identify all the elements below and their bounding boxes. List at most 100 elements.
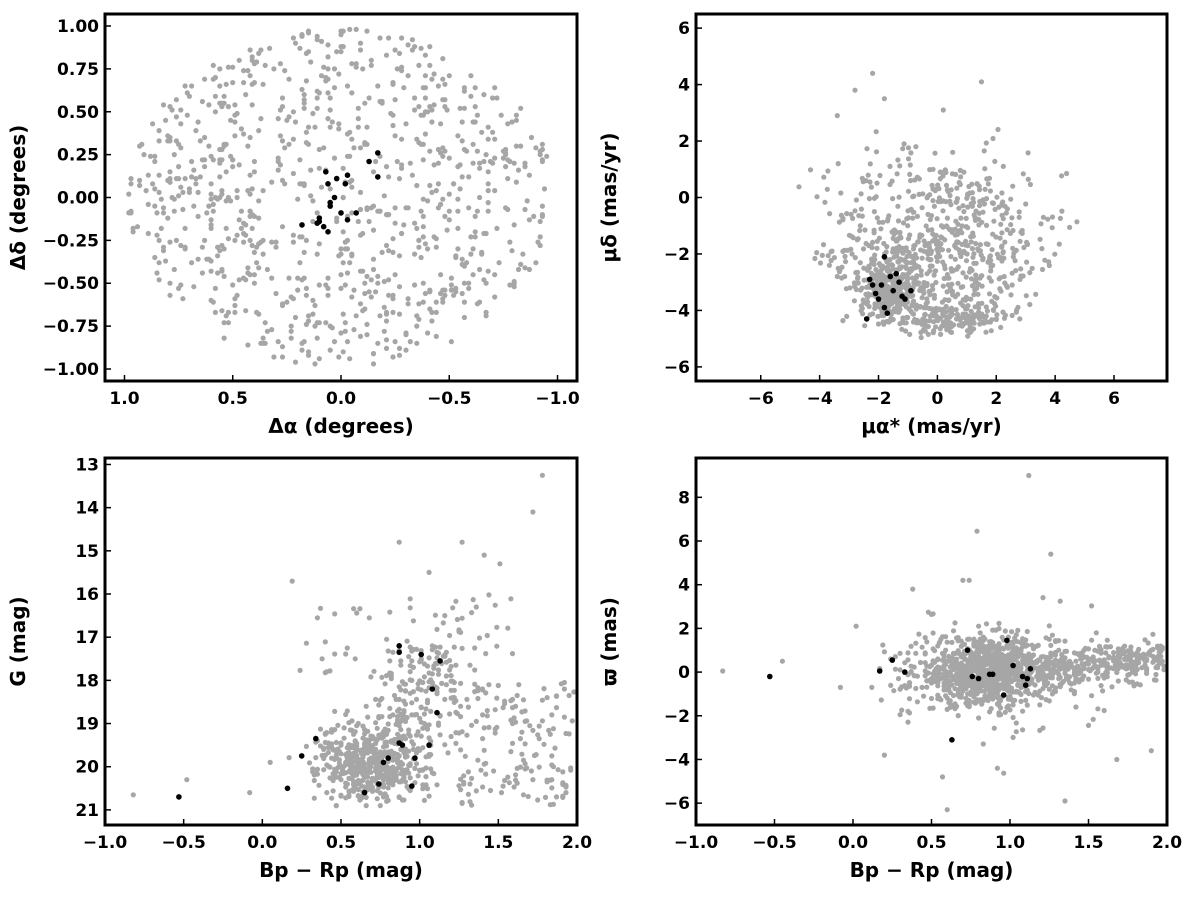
field-star-point (221, 335, 227, 341)
y-tick-label: −4 (664, 301, 690, 321)
field-star-point (1049, 683, 1055, 689)
field-star-point (403, 332, 409, 338)
field-star-point (949, 229, 955, 235)
field-star-point (511, 284, 517, 290)
field-star-point (987, 188, 994, 194)
field-star-point (358, 768, 365, 774)
field-star-point (173, 114, 179, 120)
field-star-point (490, 129, 496, 135)
field-star-point (555, 767, 561, 773)
field-star-point (437, 644, 443, 650)
field-star-point (459, 539, 465, 545)
field-star-point (221, 273, 227, 279)
field-star-point (930, 286, 936, 292)
field-star-point (1057, 684, 1063, 690)
field-star-point (947, 681, 953, 687)
y-tick-label: 13 (75, 455, 99, 475)
field-star-point (505, 121, 511, 127)
field-star-point (189, 260, 195, 266)
field-star-point (855, 280, 861, 286)
field-star-point (976, 301, 982, 307)
y-tick-label: 0.00 (57, 189, 99, 209)
field-star-point (927, 705, 933, 711)
field-star-point (435, 205, 441, 211)
field-star-point (426, 722, 432, 728)
field-star-point (1090, 654, 1096, 660)
field-star-point (1049, 214, 1056, 220)
field-star-point (422, 52, 428, 58)
field-star-point (286, 275, 292, 281)
field-star-point (568, 767, 574, 773)
field-star-point (860, 297, 866, 303)
field-star-point (475, 688, 481, 694)
field-star-point (1024, 628, 1030, 635)
field-star-point (202, 76, 208, 82)
field-star-point (152, 158, 158, 165)
field-star-point (807, 167, 814, 173)
field-star-point (375, 340, 381, 346)
field-star-point (459, 615, 465, 621)
field-star-point (913, 685, 919, 692)
field-star-point (930, 330, 936, 336)
field-star-point (429, 318, 435, 324)
field-star-point (970, 317, 976, 323)
member-star-point (875, 296, 882, 302)
field-star-point (472, 213, 478, 219)
field-star-point (981, 148, 987, 154)
field-star-point (422, 73, 428, 79)
member-star-point (893, 270, 899, 277)
field-star-point (365, 784, 371, 790)
field-star-point (446, 208, 452, 214)
field-star-point (954, 311, 961, 317)
field-star-point (210, 76, 216, 82)
field-star-point (297, 260, 303, 266)
field-star-point (427, 62, 433, 68)
field-star-point (388, 670, 394, 677)
field-star-point (1073, 704, 1079, 710)
field-star-point (902, 683, 908, 689)
field-star-point (453, 254, 459, 261)
field-star-point (1109, 684, 1115, 690)
field-star-point (152, 203, 158, 209)
field-star-point (420, 767, 426, 773)
field-star-point (990, 200, 996, 206)
field-star-point (1015, 627, 1021, 634)
field-star-point (527, 723, 533, 729)
field-star-point (973, 272, 979, 278)
field-star-point (351, 145, 357, 151)
field-star-point (970, 254, 976, 260)
field-star-point (1128, 658, 1134, 664)
field-star-point (1128, 644, 1134, 650)
field-star-point (130, 792, 136, 798)
y-tick-label: 14 (75, 499, 99, 519)
field-star-point (396, 176, 403, 182)
field-star-point (961, 209, 967, 215)
field-star-point (338, 49, 344, 55)
field-star-point (379, 674, 385, 680)
field-star-point (425, 330, 431, 336)
field-star-point (344, 83, 351, 89)
member-star-point (344, 217, 351, 223)
field-star-point (303, 129, 309, 135)
y-tick-label: −4 (664, 750, 690, 770)
member-star-point (325, 181, 331, 187)
field-star-point (335, 765, 341, 771)
field-star-point (958, 174, 964, 180)
field-star-point (310, 297, 316, 303)
field-star-point (861, 277, 867, 283)
field-star-point (312, 323, 318, 329)
field-star-point (247, 191, 253, 197)
field-star-point (1161, 667, 1167, 673)
field-star-point (910, 194, 916, 200)
field-star-point (948, 253, 954, 260)
field-star-point (988, 652, 994, 659)
field-star-point (494, 695, 500, 701)
field-star-point (228, 117, 234, 123)
field-star-point (399, 35, 405, 41)
field-star-point (417, 659, 423, 665)
field-star-point (1004, 678, 1010, 684)
field-star-point (469, 722, 475, 728)
field-star-point (1103, 650, 1109, 656)
field-star-point (837, 684, 844, 691)
field-star-point (470, 597, 476, 603)
